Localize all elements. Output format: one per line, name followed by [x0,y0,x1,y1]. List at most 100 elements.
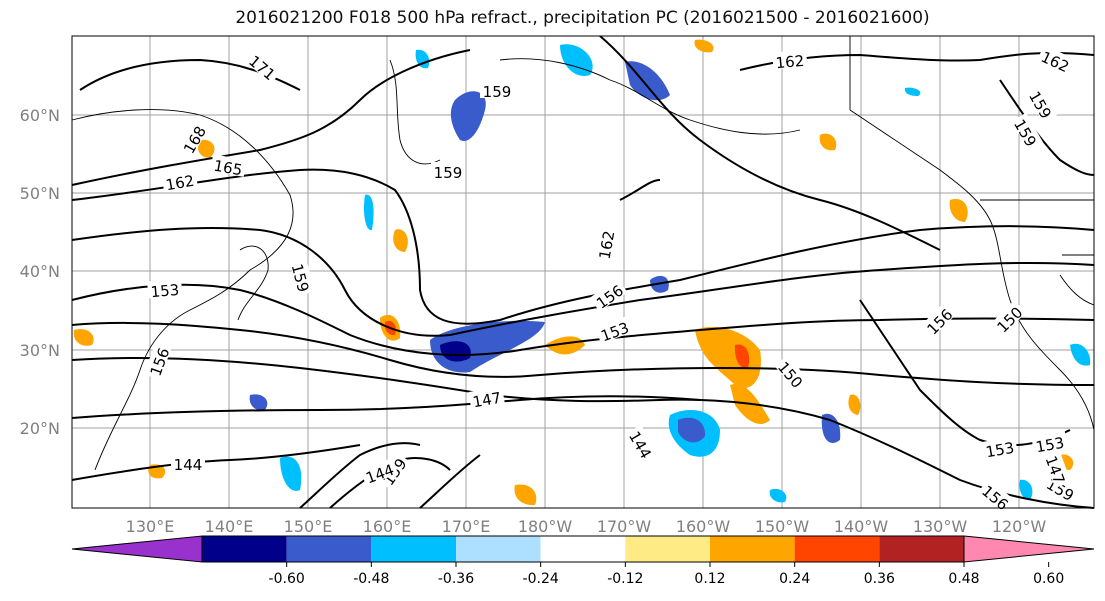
pos-anomaly-area [734,344,750,369]
contour-label: 159 [434,164,463,182]
contour-label-bg [981,436,1018,459]
contour-label-bg [593,226,616,263]
pos-anomaly-area [73,328,94,346]
neg-anomaly-area [769,488,787,503]
colorbar-tick-label: -0.12 [607,571,643,587]
refractivity-contours [71,35,1095,509]
contour-line [419,454,481,509]
contour-label-bg [480,81,514,98]
pos-anomaly-area [514,484,537,506]
pos-anomaly-area [819,133,837,151]
colorbar-segment [202,536,287,562]
latitude-label: 50°N [20,184,60,203]
neg-anomaly-area [821,413,841,443]
pos-anomaly-area [694,39,714,53]
contour-label-bg [143,342,172,381]
latitude-label: 30°N [20,341,60,360]
contour-label-bg [978,478,1016,514]
contour-label-bg [589,278,628,312]
contour-label-bg [772,49,808,70]
neg-anomaly-area [280,456,302,491]
neg-anomaly-area [625,61,670,101]
longitude-label: 180°W [518,517,573,536]
contour-line [71,444,361,481]
colorbar-frame [201,535,965,563]
neg-anomaly-area [678,417,706,443]
contour-label-bg [1042,471,1081,504]
pos-anomaly-area [695,326,761,389]
longitude-label: 170°W [597,517,652,536]
longitude-label: 140°E [205,517,254,536]
longitude-label: 120°W [992,517,1047,536]
contour-label-bg [147,278,183,299]
colorbar-segment [879,536,964,562]
colorbar-tick-label: 0.48 [948,571,979,587]
colorbar-segment [710,536,795,562]
contour-label-bg [1011,112,1044,151]
contour-label: 162 [164,172,195,195]
neg-anomaly-area [440,341,471,362]
colorbar-segment [456,536,541,562]
colorbar-tick-label: -0.60 [269,571,305,587]
contour-line [859,299,1071,447]
contour-label: 153 [984,439,1015,462]
pos-anomaly-area [848,394,861,415]
contour-label: 153 [150,281,180,301]
colorbar-max-extension [963,535,1095,563]
longitude-label: 130°E [126,517,175,536]
contour-line [619,179,661,201]
longitude-labels: 130°E 140°E 150°E 160°E 170°E 180°W 170°W 160°W… [126,517,1047,536]
contour-label-bg [468,386,505,409]
coastlines [71,36,1095,471]
contour-line [299,442,421,509]
neg-anomaly-area [904,87,921,96]
pos-anomaly-area [198,139,215,158]
contour-line [71,395,701,419]
pos-anomaly-area [545,336,585,355]
contour-label-bg [210,154,247,177]
contour-line [71,227,1095,337]
contour-label-bg [990,300,1027,337]
colorbar-tick-label: -0.48 [353,571,389,587]
contour-line [71,168,1095,325]
contour-label: 162 [596,229,619,260]
neg-anomaly-area [1019,479,1033,500]
contour-label-bg [1037,44,1076,75]
contour-label: 153 [1034,434,1065,457]
contour-label-bg [1043,450,1072,489]
contour-line [599,35,941,251]
contour-label: 162 [775,52,805,72]
contour-label: 165 [212,157,243,180]
colorbar-segment [286,536,372,562]
colorbar-tick-label: 0.60 [1033,571,1064,587]
contour-label-bg [1026,84,1059,123]
contour-label-bg [1031,431,1068,454]
contour-label-bg [289,258,316,296]
neg-anomaly-area [249,394,268,411]
contour-label: 144 [174,456,203,474]
contour-line [71,49,471,186]
colorbar-tick-label: 0.36 [864,571,895,587]
contour-line [71,321,1095,386]
longitude-label: 140°W [834,517,889,536]
neg-anomaly-area [363,194,374,231]
colorbar-tick-label: 0.12 [694,571,725,587]
contour-label-bg [626,424,659,463]
contour-line [999,79,1095,176]
colorbar-tick-label: -0.24 [523,571,559,587]
contour-label-bg [161,169,198,192]
neg-anomaly-area [1070,343,1091,366]
contour-line [71,283,1095,356]
latitude-label: 20°N [20,419,60,438]
contour-label-bg [245,48,283,84]
longitude-label: 150°E [284,517,333,536]
pos-anomaly-area [393,229,408,252]
longitude-label: 130°W [913,517,968,536]
contour-label: 147 [471,389,502,412]
contour-label-bg [774,354,810,392]
longitude-label: 150°W [755,517,810,536]
colorbar-ticks: -0.60 -0.48 -0.36 -0.24 -0.12 0.12 0.24 0.36 0.4… [269,562,1064,587]
latitude-label: 40°N [20,262,60,281]
